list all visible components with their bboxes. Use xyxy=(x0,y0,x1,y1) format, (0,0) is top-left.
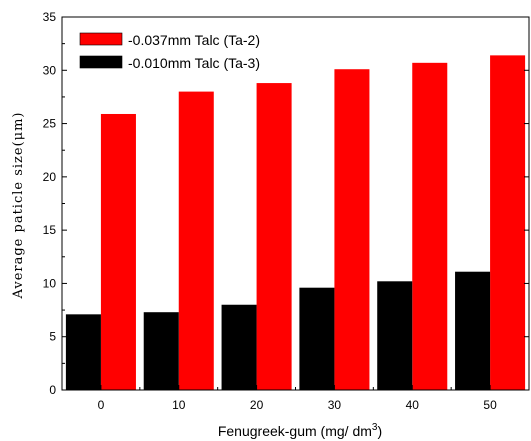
bar-ta3 xyxy=(299,287,335,390)
bar-ta3 xyxy=(455,271,491,390)
y-axis-title: Average paticle size(μm) xyxy=(11,111,26,299)
bar-ta3 xyxy=(65,314,101,390)
bar-ta3 xyxy=(143,312,179,390)
bar-ta2 xyxy=(100,113,136,390)
x-axis-title: Fenugreek-gum (mg/ dm3) xyxy=(218,422,382,439)
y-tick-label: 5 xyxy=(49,330,56,344)
x-axis: 0 10 20 30 40 50 xyxy=(98,385,497,412)
y-tick-label: 15 xyxy=(43,223,57,237)
legend-label-series-1: -0.037mm Talc (Ta-2) xyxy=(128,32,260,48)
y-tick-label: 20 xyxy=(43,170,57,184)
y-tick-label: 25 xyxy=(43,117,57,131)
legend-swatch-series-2 xyxy=(79,55,123,69)
bar-ta2 xyxy=(256,83,292,391)
y-axis: 0 5 10 15 20 25 30 35 xyxy=(43,10,529,397)
bar-ta2 xyxy=(490,55,526,390)
legend-label-series-2: -0.010mm Talc (Ta-3) xyxy=(128,55,260,71)
x-tick-label: 30 xyxy=(328,398,342,412)
bars-layer xyxy=(65,55,526,391)
x-tick-label: 50 xyxy=(483,398,497,412)
y-tick-label: 30 xyxy=(43,63,57,77)
legend: -0.037mm Talc (Ta-2) -0.010mm Talc (Ta-3… xyxy=(79,32,260,71)
bar-ta3 xyxy=(377,281,413,390)
x-tick-label: 10 xyxy=(172,398,186,412)
y-tick-label: 35 xyxy=(43,10,57,24)
bar-ta2 xyxy=(412,62,448,390)
legend-swatch-series-1 xyxy=(79,32,123,46)
bar-ta2 xyxy=(334,69,370,390)
bar-ta3 xyxy=(221,304,257,390)
x-tick-label: 40 xyxy=(406,398,420,412)
bar-ta2 xyxy=(178,91,214,390)
y-tick-label: 0 xyxy=(49,383,56,397)
x-tick-label: 0 xyxy=(98,398,105,412)
y-tick-label: 10 xyxy=(43,276,57,290)
x-tick-label: 20 xyxy=(250,398,264,412)
